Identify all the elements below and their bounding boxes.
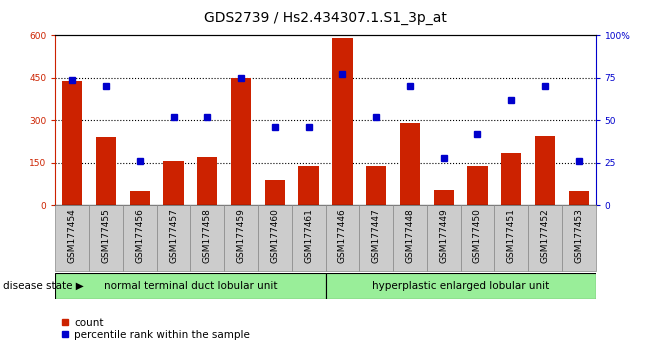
Bar	[326, 205, 359, 271]
Bar	[332, 38, 353, 205]
Bar	[359, 205, 393, 271]
Text: GSM177456: GSM177456	[135, 209, 145, 263]
Text: disease state ▶: disease state ▶	[3, 281, 84, 291]
Bar	[123, 205, 157, 271]
Bar	[130, 191, 150, 205]
Text: GSM177452: GSM177452	[540, 209, 549, 263]
Text: hyperplastic enlarged lobular unit: hyperplastic enlarged lobular unit	[372, 281, 549, 291]
Bar	[292, 205, 326, 271]
Text: GSM177450: GSM177450	[473, 209, 482, 263]
Text: GSM177460: GSM177460	[270, 209, 279, 263]
Text: GSM177448: GSM177448	[406, 209, 415, 263]
Bar	[62, 81, 82, 205]
Text: GSM177457: GSM177457	[169, 209, 178, 263]
Bar	[299, 166, 319, 205]
Bar	[400, 123, 420, 205]
Text: GSM177459: GSM177459	[236, 209, 245, 263]
Text: GSM177453: GSM177453	[574, 209, 583, 263]
Bar	[562, 205, 596, 271]
Text: GSM177446: GSM177446	[338, 209, 347, 263]
Bar	[528, 205, 562, 271]
Bar	[467, 166, 488, 205]
Bar	[535, 136, 555, 205]
Bar	[55, 273, 325, 299]
Bar	[366, 166, 386, 205]
Text: GSM177447: GSM177447	[372, 209, 381, 263]
Bar	[231, 78, 251, 205]
Bar	[157, 205, 191, 271]
Bar	[569, 191, 589, 205]
Bar	[96, 137, 116, 205]
Bar	[224, 205, 258, 271]
Bar	[191, 205, 224, 271]
Text: normal terminal duct lobular unit: normal terminal duct lobular unit	[104, 281, 277, 291]
Bar	[461, 205, 494, 271]
Bar	[326, 273, 596, 299]
Text: GDS2739 / Hs2.434307.1.S1_3p_at: GDS2739 / Hs2.434307.1.S1_3p_at	[204, 11, 447, 25]
Bar	[258, 205, 292, 271]
Bar	[494, 205, 528, 271]
Text: GSM177449: GSM177449	[439, 209, 448, 263]
Legend: count, percentile rank within the sample: count, percentile rank within the sample	[61, 318, 250, 340]
Text: GSM177458: GSM177458	[203, 209, 212, 263]
Text: GSM177454: GSM177454	[68, 209, 77, 263]
Bar	[434, 190, 454, 205]
Bar	[163, 161, 184, 205]
Bar	[265, 180, 285, 205]
Bar	[55, 205, 89, 271]
Text: GSM177451: GSM177451	[506, 209, 516, 263]
Bar	[501, 153, 521, 205]
Text: GSM177461: GSM177461	[304, 209, 313, 263]
Text: GSM177455: GSM177455	[102, 209, 111, 263]
Bar	[393, 205, 427, 271]
Bar	[427, 205, 461, 271]
Bar	[197, 157, 217, 205]
Bar	[89, 205, 123, 271]
